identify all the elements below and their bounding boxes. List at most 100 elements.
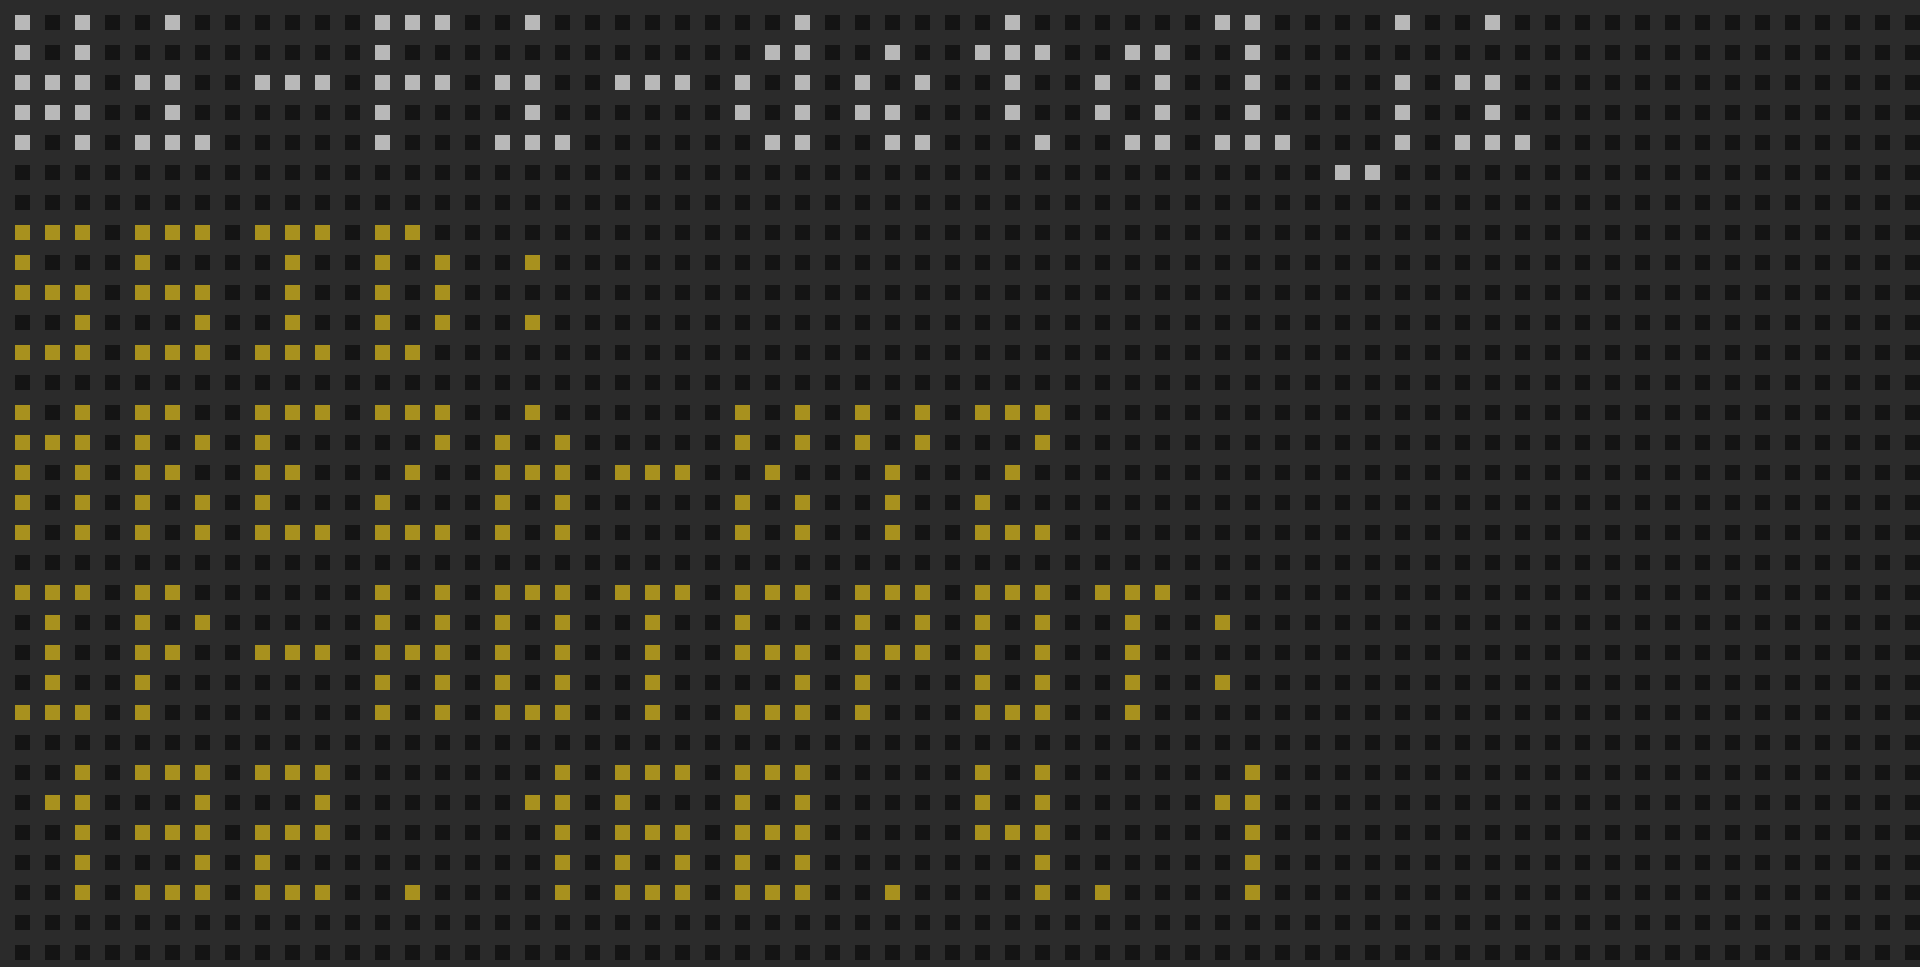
led-dot-off — [1605, 495, 1620, 510]
led-dot-lit-yellow — [135, 225, 150, 240]
led-dot-lit-gray — [1005, 45, 1020, 60]
led-dot-lit-yellow — [1155, 585, 1170, 600]
led-dot-lit-gray — [1485, 15, 1500, 30]
led-dot-off — [1155, 675, 1170, 690]
led-dot-lit-yellow — [555, 585, 570, 600]
led-dot-off — [1425, 75, 1440, 90]
led-dot-off — [435, 945, 450, 960]
led-dot-off — [1635, 615, 1650, 630]
led-dot-off — [465, 675, 480, 690]
led-dot-off — [1425, 585, 1440, 600]
led-dot-off — [225, 885, 240, 900]
led-dot-off — [1545, 945, 1560, 960]
led-dot-off — [45, 885, 60, 900]
led-dot-off — [1095, 405, 1110, 420]
led-dot-off — [45, 555, 60, 570]
led-dot-off — [345, 405, 360, 420]
led-dot-off — [1785, 285, 1800, 300]
led-dot-off — [1575, 915, 1590, 930]
led-dot-off — [705, 75, 720, 90]
led-dot-off — [1185, 15, 1200, 30]
led-dot-off — [675, 735, 690, 750]
led-dot-off — [525, 675, 540, 690]
led-dot-lit-yellow — [15, 495, 30, 510]
led-dot-off — [825, 825, 840, 840]
led-dot-off — [645, 285, 660, 300]
led-dot-off — [1335, 825, 1350, 840]
led-dot-off — [1845, 735, 1860, 750]
led-dot-lit-yellow — [675, 885, 690, 900]
led-dot-off — [1245, 465, 1260, 480]
led-dot-lit-yellow — [285, 345, 300, 360]
led-dot-off — [1815, 555, 1830, 570]
led-dot-off — [1095, 255, 1110, 270]
led-dot-lit-yellow — [1125, 615, 1140, 630]
led-dot-off — [1575, 345, 1590, 360]
led-dot-off — [1005, 165, 1020, 180]
led-dot-off — [1905, 225, 1920, 240]
led-dot-off — [1305, 135, 1320, 150]
led-dot-off — [615, 165, 630, 180]
led-dot-off — [1125, 465, 1140, 480]
led-dot-off — [1425, 795, 1440, 810]
led-dot-off — [1905, 795, 1920, 810]
led-dot-lit-yellow — [165, 225, 180, 240]
led-dot-off — [1545, 75, 1560, 90]
led-dot-off — [675, 555, 690, 570]
led-dot-lit-yellow — [375, 615, 390, 630]
led-dot-off — [255, 135, 270, 150]
led-dot-off — [1485, 765, 1500, 780]
led-dot-off — [1635, 705, 1650, 720]
led-dot-off — [1755, 555, 1770, 570]
led-dot-off — [375, 465, 390, 480]
led-dot-off — [1785, 315, 1800, 330]
led-dot-off — [1275, 615, 1290, 630]
led-dot-off — [1635, 795, 1650, 810]
led-dot-off — [615, 735, 630, 750]
led-dot-off — [1365, 135, 1380, 150]
led-dot-off — [945, 705, 960, 720]
led-dot-off — [615, 645, 630, 660]
led-dot-off — [585, 585, 600, 600]
led-dot-off — [1575, 225, 1590, 240]
led-dot-off — [1605, 45, 1620, 60]
led-dot-off — [345, 135, 360, 150]
led-dot-off — [1365, 945, 1380, 960]
led-dot-off — [1575, 45, 1590, 60]
led-dot-lit-yellow — [1215, 615, 1230, 630]
led-dot-off — [495, 555, 510, 570]
led-dot-off — [1875, 675, 1890, 690]
led-dot-off — [165, 435, 180, 450]
led-dot-off — [1515, 885, 1530, 900]
led-dot-off — [1275, 315, 1290, 330]
led-dot-off — [1815, 75, 1830, 90]
led-dot-off — [1545, 585, 1560, 600]
led-dot-lit-yellow — [315, 645, 330, 660]
led-dot-off — [1695, 165, 1710, 180]
led-dot-off — [1695, 945, 1710, 960]
led-dot-off — [1245, 945, 1260, 960]
led-dot-lit-yellow — [1035, 765, 1050, 780]
led-dot-off — [1755, 585, 1770, 600]
led-dot-lit-gray — [1005, 15, 1020, 30]
led-dot-off — [345, 45, 360, 60]
led-dot-off — [1725, 165, 1740, 180]
led-dot-off — [405, 585, 420, 600]
led-dot-lit-yellow — [975, 765, 990, 780]
led-dot-lit-yellow — [165, 825, 180, 840]
led-dot-off — [1785, 765, 1800, 780]
led-dot-off — [1125, 375, 1140, 390]
led-dot-off — [1215, 945, 1230, 960]
led-dot-off — [585, 285, 600, 300]
led-dot-lit-yellow — [765, 465, 780, 480]
led-dot-off — [1905, 765, 1920, 780]
led-dot-off — [975, 735, 990, 750]
led-dot-off — [645, 315, 660, 330]
led-dot-off — [1725, 435, 1740, 450]
led-dot-off — [285, 495, 300, 510]
led-dot-off — [195, 195, 210, 210]
led-dot-off — [1095, 15, 1110, 30]
led-dot-off — [585, 675, 600, 690]
led-dot-off — [1875, 285, 1890, 300]
led-dot-off — [765, 435, 780, 450]
